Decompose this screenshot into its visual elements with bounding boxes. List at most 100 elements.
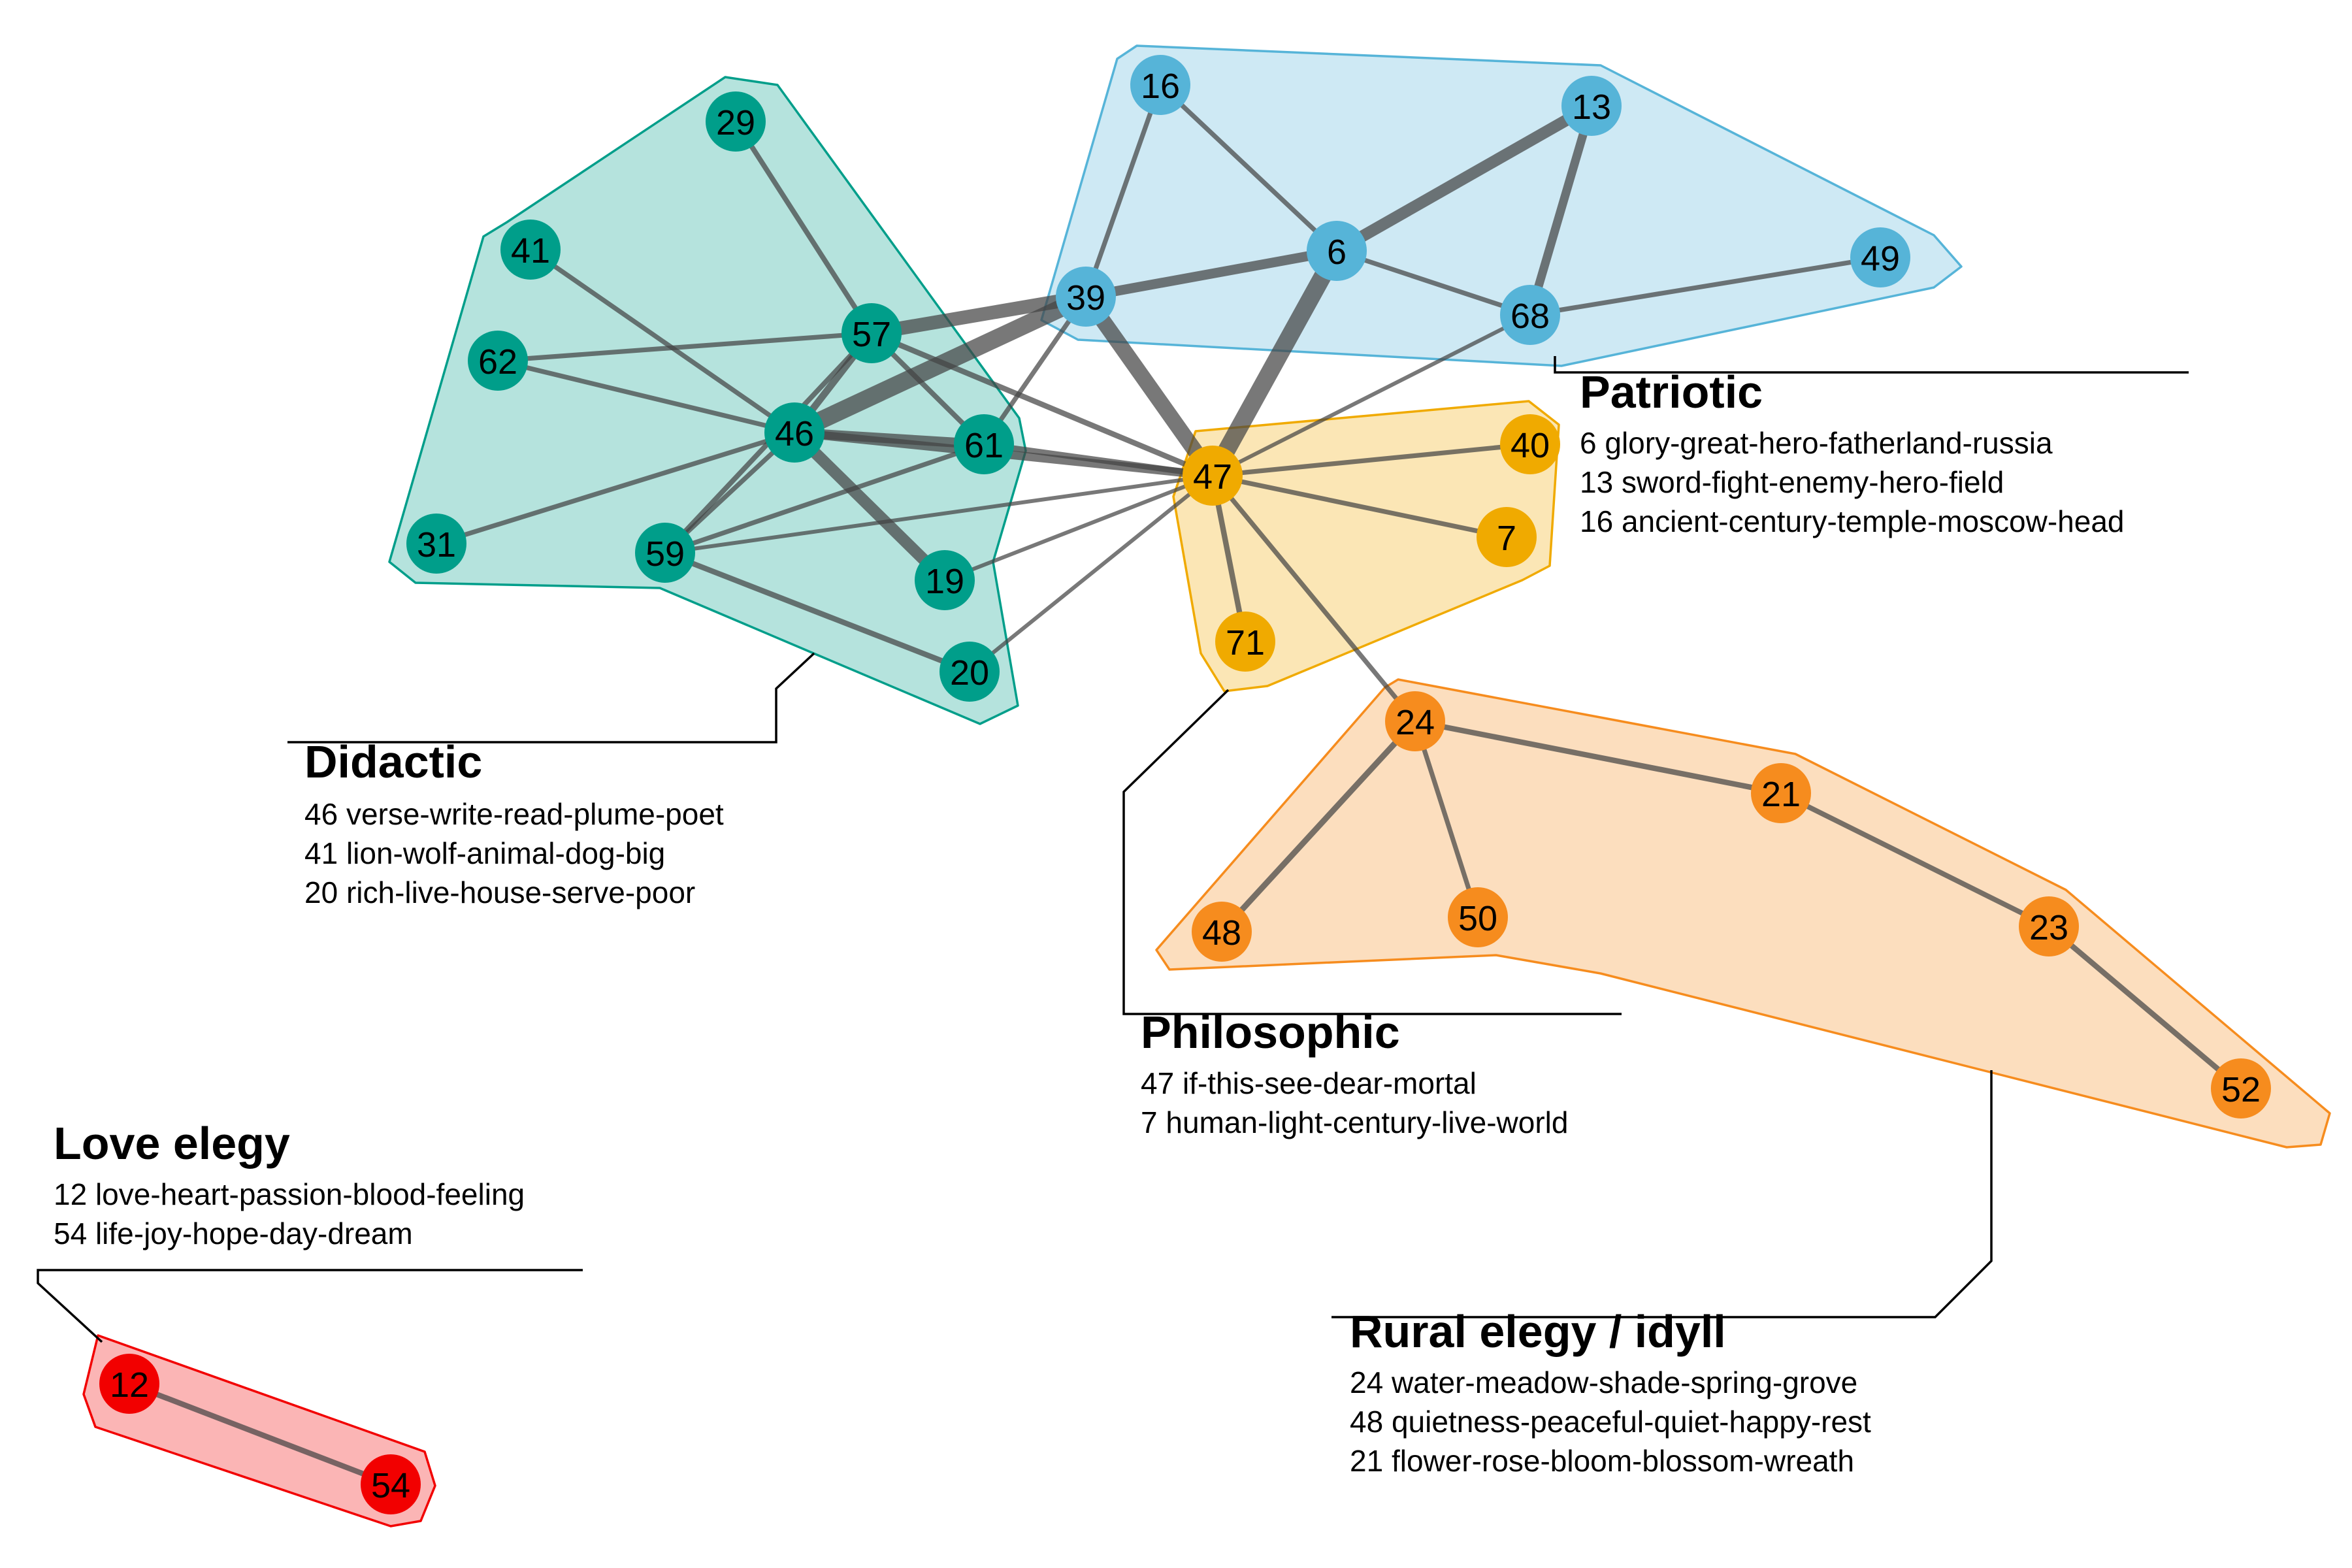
node-29: 29 [706, 91, 766, 152]
node-label-48: 48 [1202, 913, 1241, 953]
node-circle-54 [361, 1454, 421, 1514]
edge-59-47 [664, 474, 1213, 555]
node-circle-7 [1477, 507, 1537, 567]
node-label-6: 6 [1327, 233, 1347, 272]
edge-47-24 [1211, 474, 1417, 723]
edge-39-47 [1079, 292, 1219, 480]
node-label-50: 50 [1458, 899, 1497, 938]
node-circle-48 [1192, 902, 1252, 962]
node-circle-12 [99, 1354, 159, 1414]
edge-29-57 [733, 120, 874, 335]
node-circle-40 [1500, 414, 1560, 474]
node-circle-41 [500, 220, 561, 280]
callout-lines [37, 356, 2189, 1343]
node-49: 49 [1850, 227, 1910, 287]
node-label-47: 47 [1193, 457, 1232, 497]
node-circle-39 [1056, 267, 1116, 327]
edges [128, 83, 2243, 1487]
node-label-68: 68 [1511, 297, 1550, 336]
node-label-59: 59 [645, 534, 685, 574]
group-topic-patriotic-2: 13 sword-fight-enemy-hero-field [1580, 465, 2004, 499]
node-12: 12 [99, 1354, 159, 1414]
node-label-13: 13 [1572, 88, 1611, 127]
node-label-57: 57 [852, 315, 891, 354]
edge-6-47 [1205, 246, 1345, 480]
group-label-love: Love elegy 12 love-heart-passion-blood-f… [54, 1118, 525, 1250]
node-circle-19 [915, 550, 975, 610]
node-39: 39 [1056, 267, 1116, 327]
node-label-61: 61 [964, 426, 1004, 465]
node-label-54: 54 [371, 1466, 410, 1505]
node-circle-57 [841, 303, 902, 363]
callout-line-philosophic [1122, 689, 1622, 1015]
node-7: 7 [1477, 507, 1537, 567]
edge-12-54 [128, 1381, 392, 1487]
node-circle-6 [1307, 221, 1367, 281]
node-41: 41 [500, 220, 561, 280]
edge-31-46 [435, 430, 796, 546]
node-24: 24 [1385, 691, 1445, 751]
node-circle-47 [1183, 446, 1243, 506]
node-circle-50 [1448, 887, 1508, 947]
node-label-21: 21 [1761, 775, 1801, 814]
node-label-41: 41 [511, 231, 550, 270]
node-circle-29 [706, 91, 766, 152]
node-label-52: 52 [2221, 1070, 2261, 1109]
node-label-62: 62 [478, 342, 517, 382]
node-circle-68 [1500, 285, 1560, 345]
node-6: 6 [1307, 221, 1367, 281]
node-13: 13 [1561, 76, 1622, 136]
node-21: 21 [1751, 763, 1811, 823]
node-label-31: 31 [417, 525, 456, 564]
hull-rural [1155, 678, 2331, 1149]
node-40: 40 [1500, 414, 1560, 474]
node-circle-61 [954, 414, 1014, 474]
edge-39-6 [1085, 246, 1338, 302]
node-circle-59 [635, 523, 695, 583]
node-23: 23 [2019, 896, 2079, 956]
node-46: 46 [764, 402, 825, 463]
node-71: 71 [1215, 612, 1275, 672]
edge-13-68 [1526, 105, 1596, 316]
edge-23-52 [2047, 924, 2243, 1091]
group-label-didactic: Didactic 46 verse-write-read-plume-poet … [304, 736, 724, 909]
group-title-didactic: Didactic [304, 736, 482, 787]
edge-47-40 [1212, 442, 1531, 478]
callout-line-patriotic [1554, 356, 2189, 374]
edge-57-47 [870, 331, 1214, 478]
edge-57-39 [870, 289, 1087, 340]
group-topic-love-2: 54 life-joy-hope-day-dream [54, 1217, 413, 1250]
edge-62-57 [497, 331, 872, 363]
node-label-71: 71 [1226, 623, 1265, 662]
edge-24-48 [1219, 719, 1418, 934]
edge-41-46 [529, 248, 796, 434]
edge-68-49 [1529, 255, 1881, 318]
node-59: 59 [635, 523, 695, 583]
node-label-20: 20 [950, 653, 989, 693]
node-47: 47 [1183, 446, 1243, 506]
callout-line-didactic [287, 652, 815, 743]
node-52: 52 [2211, 1058, 2271, 1119]
group-topic-rural-3: 21 flower-rose-bloom-blossom-wreath [1350, 1444, 1854, 1478]
node-circle-62 [468, 331, 528, 391]
node-62: 62 [468, 331, 528, 391]
node-circle-52 [2211, 1058, 2271, 1119]
node-54: 54 [361, 1454, 421, 1514]
edge-62-46 [497, 358, 795, 435]
group-topic-didactic-1: 46 verse-write-read-plume-poet [304, 797, 724, 831]
edge-16-39 [1083, 84, 1163, 298]
node-circle-13 [1561, 76, 1622, 136]
group-topic-patriotic-1: 6 glory-great-hero-fatherland-russia [1580, 426, 2053, 460]
hull-philosophic [1172, 400, 1560, 693]
node-label-46: 46 [775, 414, 814, 453]
node-circle-24 [1385, 691, 1445, 751]
group-label-rural: Rural elegy / idyll 24 water-meadow-shad… [1350, 1306, 1871, 1478]
node-48: 48 [1192, 902, 1252, 962]
node-label-40: 40 [1511, 426, 1550, 465]
node-circle-71 [1215, 612, 1275, 672]
hull-love [82, 1334, 436, 1527]
node-label-19: 19 [925, 562, 964, 601]
group-title-rural: Rural elegy / idyll [1350, 1306, 1726, 1357]
edge-16-6 [1158, 83, 1339, 253]
